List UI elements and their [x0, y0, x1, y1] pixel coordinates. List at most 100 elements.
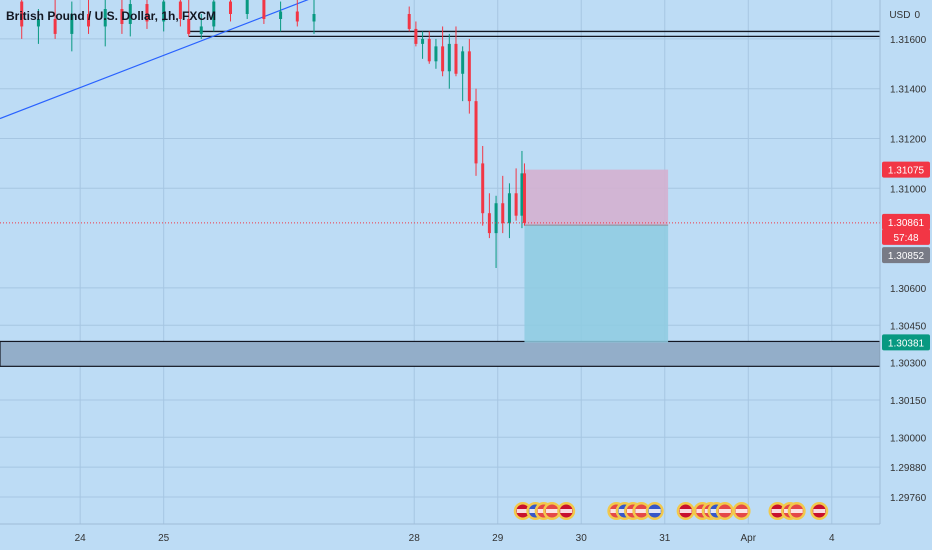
economic-event-icon[interactable]: [715, 502, 734, 520]
economic-event-icon[interactable]: [632, 502, 651, 520]
candle-body: [427, 38, 431, 62]
y-tick-label: 1.31000: [890, 184, 927, 195]
currency-suffix: 0: [914, 10, 920, 21]
y-tick-label: 1.30450: [890, 321, 927, 332]
y-tick-label: 1.30150: [890, 396, 927, 407]
economic-event-icon[interactable]: [768, 502, 787, 520]
grid-lines: [0, 0, 880, 524]
candle-body: [120, 9, 124, 24]
flag-stripe-icon: [790, 509, 803, 513]
candle-body: [312, 14, 316, 22]
flag-stripe-icon: [648, 509, 661, 513]
economic-event-icon[interactable]: [810, 502, 829, 520]
candle-body: [245, 0, 249, 14]
candle-body: [447, 43, 451, 72]
candle-body: [53, 18, 57, 34]
candle-body: [467, 51, 471, 102]
stop-price-badge: 1.31075: [888, 166, 925, 177]
candle-body: [162, 1, 166, 22]
level-zones: [0, 30, 881, 367]
economic-event-icon[interactable]: [787, 502, 806, 520]
flag-stripe-icon: [735, 509, 748, 513]
candle-body: [474, 101, 478, 164]
x-tick-label: 29: [492, 533, 504, 544]
y-tick-label: 1.31400: [890, 85, 927, 96]
candle-body: [520, 173, 524, 216]
candle-body: [228, 1, 232, 14]
candle-body: [481, 163, 485, 214]
candle-body: [36, 18, 40, 27]
stop-loss-zone[interactable]: [524, 169, 669, 226]
flag-stripe-icon: [718, 509, 731, 513]
entry-price-badge: 1.30852: [888, 251, 925, 262]
x-tick-label: Apr: [740, 533, 756, 544]
economic-event-icon[interactable]: [732, 502, 751, 520]
economic-event-icon[interactable]: [676, 502, 695, 520]
economic-event-icon[interactable]: [557, 502, 576, 520]
currency-label[interactable]: USD 0: [889, 10, 920, 21]
x-tick-label: 28: [409, 533, 421, 544]
flag-stripe-icon: [516, 509, 529, 513]
flag-stripe-icon: [546, 509, 559, 513]
candle-body: [128, 4, 132, 24]
flag-stripe-icon: [771, 509, 784, 513]
candle-body: [87, 14, 91, 27]
flag-stripe-icon: [679, 509, 692, 513]
target-price-badge-bg: [882, 334, 930, 351]
last-price-badge: 1.30861: [888, 218, 925, 229]
countdown-badge: 57:48: [893, 233, 918, 244]
y-tick-label: 1.30300: [890, 359, 927, 370]
trendline-layer[interactable]: [0, 0, 322, 120]
economic-event-icon[interactable]: [513, 502, 532, 520]
price-badges: 1.31075 1.30861 57:48 1.30852 1.30381: [882, 161, 930, 351]
y-tick-label: 1.31200: [890, 135, 927, 146]
candle-body: [70, 14, 74, 34]
candle-body: [187, 18, 191, 34]
candle-body: [454, 43, 458, 74]
candle-body: [279, 11, 283, 19]
target-price-badge: 1.30381: [888, 338, 925, 349]
candle-body: [514, 193, 518, 216]
y-tick-label: 1.29760: [890, 493, 927, 504]
candle-body: [522, 173, 526, 223]
y-tick-label: 1.31600: [890, 35, 927, 46]
support-zone[interactable]: [0, 340, 881, 367]
candle-body: [199, 26, 203, 34]
candle-body: [414, 28, 418, 44]
candle-body: [103, 9, 107, 27]
x-tick-label: 25: [158, 533, 170, 544]
flag-stripe-icon: [560, 509, 573, 513]
economic-event-icon[interactable]: [645, 502, 664, 520]
candle-body: [145, 4, 149, 22]
take-profit-zone[interactable]: [524, 225, 669, 343]
currency-code: USD: [889, 10, 911, 21]
economic-events-row[interactable]: [513, 502, 829, 520]
entry-price-badge-bg: [882, 247, 930, 264]
y-tick-label: 1.30000: [890, 433, 927, 444]
short-position-tool[interactable]: [524, 169, 669, 343]
candle-body: [494, 203, 498, 234]
stop-price-badge-bg: [882, 161, 930, 178]
chart-title[interactable]: British Pound / U.S. Dollar, 1h, FXCM: [6, 9, 217, 23]
x-tick-label: 30: [576, 533, 588, 544]
x-tick-label: 24: [75, 533, 87, 544]
countdown-badge-bg: [882, 228, 930, 245]
price-axis-bg: [880, 0, 932, 550]
candle-body: [501, 203, 505, 224]
candle-body: [20, 1, 24, 27]
candle-body: [421, 38, 425, 44]
economic-event-icon[interactable]: [543, 502, 562, 520]
candle-body: [295, 11, 299, 22]
candle-body: [441, 46, 445, 72]
candle-body: [434, 46, 438, 62]
y-tick-label: 1.30600: [890, 284, 927, 295]
candle-body: [461, 51, 465, 74]
flag-stripe-icon: [813, 509, 826, 513]
candlestick-series: [20, 0, 526, 268]
trendline[interactable]: [0, 0, 322, 120]
x-tick-label: 4: [829, 533, 835, 544]
x-tick-label: 31: [659, 533, 671, 544]
y-tick-label: 1.29880: [890, 463, 927, 474]
